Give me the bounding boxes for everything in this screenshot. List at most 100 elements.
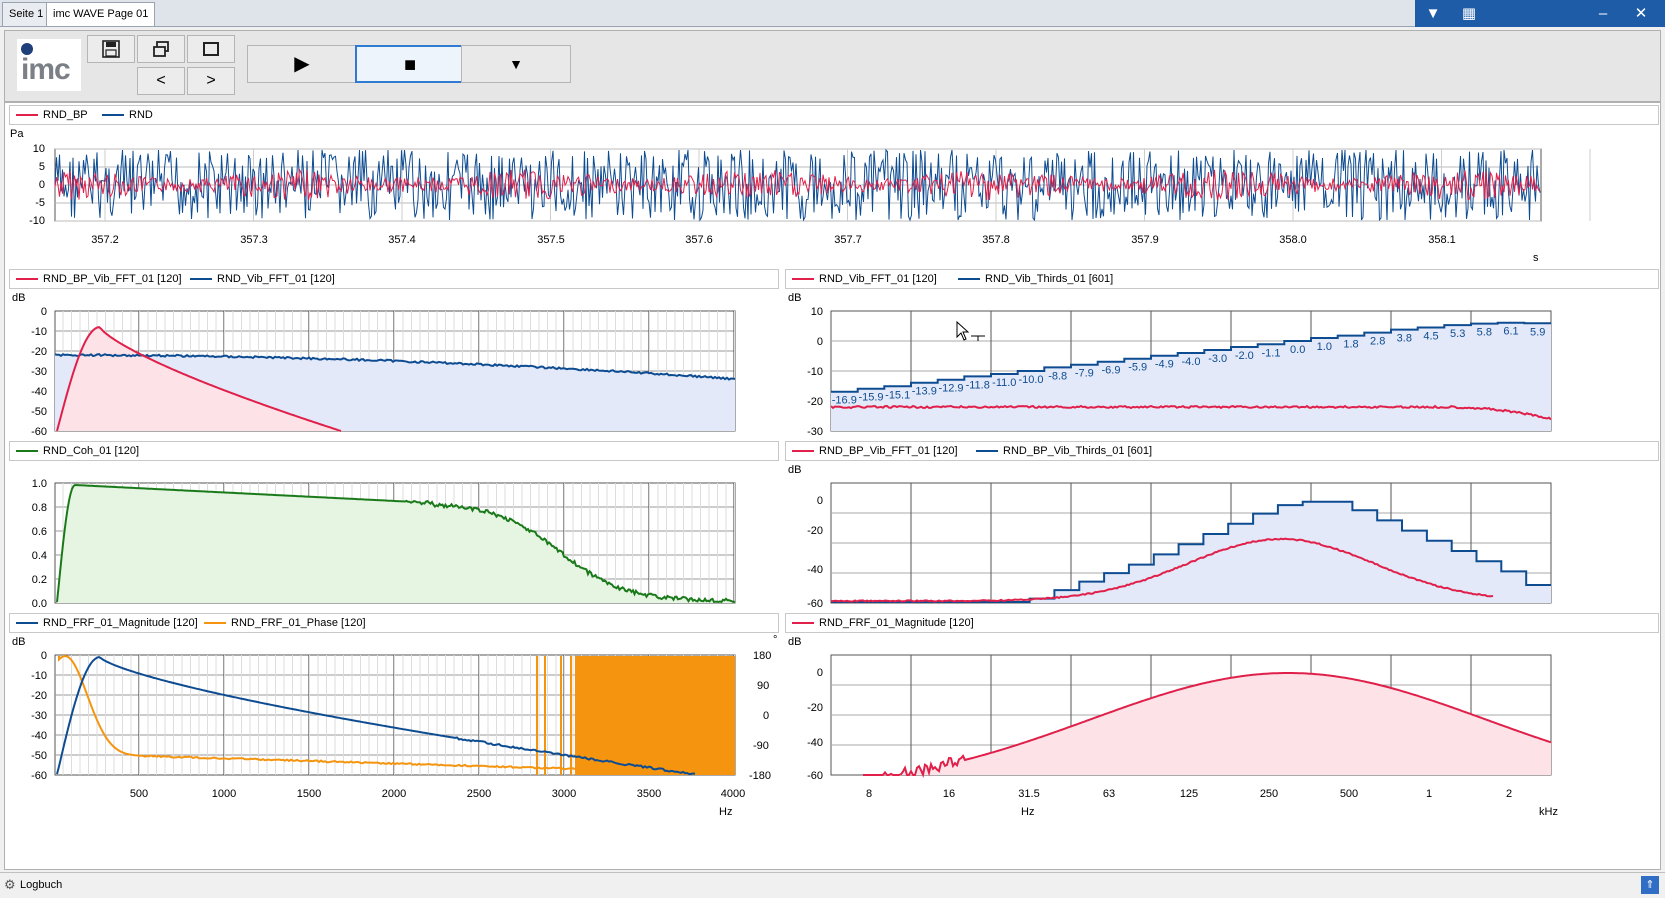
bp-right-series-fft	[830, 537, 1494, 603]
time-ytick: -5	[35, 197, 45, 209]
stop-button[interactable]: ■	[355, 45, 465, 83]
thirds-value-label: -15.1	[885, 389, 910, 401]
frf-left-series-mag	[56, 656, 696, 775]
restore-button[interactable]	[137, 35, 185, 63]
save-icon	[102, 40, 120, 58]
time-xtick: 357.4	[388, 234, 416, 246]
logo-dot	[21, 43, 33, 55]
fft-left-series-vib	[54, 353, 736, 381]
fft-right-plot[interactable]: dB -16.9 -15.9 -15.1 -13.9 -12.9 -11.8 -11.0 -1…	[788, 292, 1552, 438]
frf-left-phase-block	[575, 656, 735, 775]
frf-left-unit-y2: °	[773, 634, 777, 646]
legend-item-rnd: RND	[102, 109, 153, 121]
logbook-label[interactable]: Logbuch	[20, 879, 63, 891]
thirds-value-label: 1.8	[1343, 339, 1358, 351]
play-button[interactable]: ▶	[247, 45, 357, 83]
thirds-value-label: 3.8	[1397, 333, 1412, 345]
maximize-button[interactable]	[187, 35, 235, 63]
time-ytick: 5	[39, 161, 45, 173]
time-plot[interactable]: Pa 10 5 0 -5 -10 357.2 357.3 357.4 357.5…	[10, 128, 1591, 264]
frf-left-xtick: 4000	[721, 788, 745, 800]
fft-left-ytick: -50	[31, 406, 47, 418]
frf-right-ytick: 0	[817, 667, 823, 679]
thirds-value-label: -3.0	[1208, 353, 1227, 365]
frf-left-ytick: -60	[31, 770, 47, 782]
frf-left-ytick: -10	[31, 670, 47, 682]
status-bar: ⚙ Logbuch ⇑	[0, 872, 1665, 898]
frf-left-y2tick: 90	[757, 680, 769, 692]
legend-fft-right: RND_Vib_FFT_01 [120] RND_Vib_Thirds_01 […	[785, 269, 1659, 289]
legend-coh: RND_Coh_01 [120]	[9, 441, 779, 461]
legend-bp-right: RND_BP_Vib_FFT_01 [120] RND_BP_Vib_Third…	[785, 441, 1659, 461]
frf-right-plot[interactable]: dB 0 -20 -40 -60 8 16 31.5 63 125 250 50…	[788, 636, 1558, 818]
frf-right-series-mag	[863, 672, 1552, 778]
mouse-cursor-icon	[956, 320, 985, 341]
coh-series	[56, 483, 736, 604]
frf-left-y2tick: 0	[763, 710, 769, 722]
frf-right-xtick: 500	[1340, 788, 1358, 800]
frf-left-xtick: 3500	[637, 788, 661, 800]
coh-fill	[57, 485, 735, 603]
plots-canvas[interactable]: Pa 10 5 0 -5 -10 357.2 357.3 357.4 357.5…	[5, 103, 1660, 869]
thirds-value-label: -2.0	[1235, 350, 1254, 362]
legend-item-bp-vib-fft: RND_BP_Vib_FFT_01 [120]	[16, 273, 182, 285]
dropdown-menu-icon[interactable]: ▼	[1425, 5, 1441, 22]
bp-right-ytick: -40	[807, 564, 823, 576]
dropdown-button[interactable]: ▼	[461, 45, 571, 83]
fft-left-plot[interactable]: dB 0 -10 -20 -30 -40 -50 -60	[12, 292, 736, 438]
previous-button[interactable]: <	[137, 67, 185, 95]
fft-right-y-ticks: 10 0 -10 -20 -30	[807, 306, 823, 438]
frf-right-unit-khz: kHz	[1539, 806, 1558, 818]
time-xtick: 357.8	[982, 234, 1010, 246]
fft-right-series-thirds	[831, 321, 1551, 393]
frf-right-fill	[863, 673, 1551, 775]
time-xtick: 357.3	[240, 234, 268, 246]
next-button[interactable]: >	[187, 67, 235, 95]
thirds-value-label: -8.8	[1048, 370, 1067, 382]
grid-icon[interactable]: ▦	[1461, 5, 1477, 22]
legend-fft-left: RND_BP_Vib_FFT_01 [120] RND_Vib_FFT_01 […	[9, 269, 779, 289]
save-button[interactable]	[87, 35, 135, 63]
coherence-plot[interactable]: 1.0 0.8 0.6 0.4 0.2 0.0	[32, 478, 736, 610]
bp-right-plot[interactable]: dB 0 -20 -40 -60	[788, 464, 1552, 610]
time-y-ticks: 10 5 0 -5 -10	[29, 143, 45, 227]
thirds-value-label: -13.9	[912, 386, 937, 398]
fft-right-ytick: -30	[807, 426, 823, 438]
toolbar: imc < > ▶ ■ ▼	[4, 30, 1661, 102]
fft-left-ytick: -60	[31, 426, 47, 438]
frf-right-xtick: 2	[1506, 788, 1512, 800]
coh-ytick: 0.8	[32, 502, 47, 514]
frf-left-y2tick: 180	[753, 650, 771, 662]
logbook-icon[interactable]: ⚙	[4, 877, 16, 892]
tab-seite-1[interactable]: Seite 1	[2, 2, 51, 26]
legend-item-frf-mag: RND_FRF_01_Magnitude [120]	[16, 617, 198, 629]
time-xtick: 357.9	[1131, 234, 1159, 246]
thirds-value-labels: -16.9 -15.9 -15.1 -13.9 -12.9 -11.8 -11.0 -10.0…	[832, 326, 1546, 407]
expand-up-icon[interactable]: ⇑	[1641, 876, 1659, 894]
time-x-ticks: 357.2 357.3 357.4 357.5 357.6 357.7 357.…	[91, 234, 1539, 264]
coh-y-ticks: 1.0 0.8 0.6 0.4 0.2 0.0	[32, 478, 47, 610]
thirds-value-label: 5.9	[1530, 326, 1545, 338]
frf-left-xtick: 2000	[382, 788, 406, 800]
time-xtick: 357.2	[91, 234, 119, 246]
legend-item-frf-phase: RND_FRF_01_Phase [120]	[204, 617, 366, 629]
frf-right-xtick: 31.5	[1018, 788, 1039, 800]
frf-right-unit-hz: Hz	[1021, 806, 1034, 818]
frf-right-ytick: -60	[807, 770, 823, 782]
frf-left-y2-ticks: 180 90 0 -90 -180	[749, 650, 771, 782]
time-ytick: 10	[33, 143, 45, 155]
frf-left-plot[interactable]: dB ° 0 -10 -20 -30 -40 -50 -60 180 90 0 …	[12, 634, 777, 818]
thirds-value-label: -11.0	[992, 377, 1016, 389]
legend-item-vib-thirds: RND_Vib_Thirds_01 [601]	[958, 273, 1113, 285]
logo-text: imc	[21, 53, 71, 86]
thirds-value-label: -16.9	[832, 395, 857, 407]
minimize-button[interactable]: –	[1598, 5, 1608, 22]
tab-bar: Seite 1 imc WAVE Page 01 ▼ ▦ – ✕	[0, 0, 1665, 27]
frf-left-ytick: -30	[31, 710, 47, 722]
close-button[interactable]: ✕	[1634, 5, 1648, 22]
tab-imc-wave-page[interactable]: imc WAVE Page 01	[46, 2, 156, 26]
thirds-value-label: -4.9	[1155, 359, 1174, 371]
frf-right-xtick: 63	[1103, 788, 1115, 800]
thirds-value-label: -6.9	[1102, 365, 1121, 377]
thirds-value-label: 5.8	[1477, 327, 1492, 339]
